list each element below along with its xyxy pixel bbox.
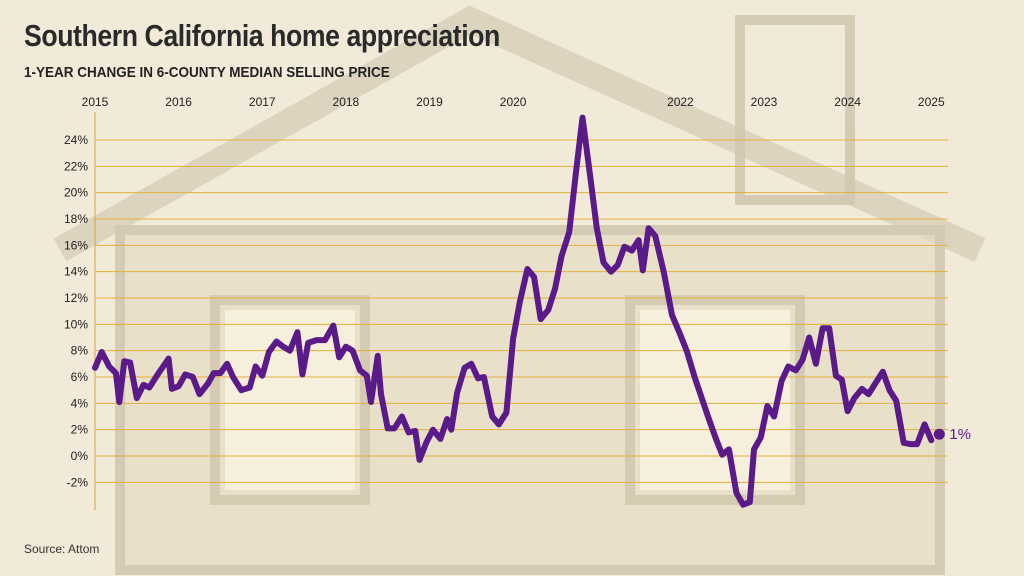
x-tick-label: 2015 <box>82 95 109 109</box>
y-tick-label: 10% <box>64 317 88 331</box>
x-tick-label: 2017 <box>249 95 276 109</box>
chart-title: Southern California home appreciation <box>24 18 500 53</box>
y-tick-label: 6% <box>71 370 89 384</box>
source-note: Source: Attom <box>24 542 100 556</box>
x-tick-label: 2024 <box>834 95 861 109</box>
x-tick-label: 2023 <box>751 95 778 109</box>
x-tick-label: 2020 <box>500 95 527 109</box>
y-tick-label: 22% <box>64 159 88 173</box>
series-line <box>92 114 935 508</box>
series-end-label: 1% <box>949 426 971 443</box>
y-tick-label: 4% <box>71 396 89 410</box>
x-tick-label: 2022 <box>667 95 694 109</box>
y-tick-label: 2% <box>71 423 89 437</box>
y-tick-label: 16% <box>64 238 88 252</box>
y-tick-label: -2% <box>67 475 89 489</box>
y-tick-label: 0% <box>71 449 89 463</box>
y-tick-label: 12% <box>64 291 88 305</box>
x-tick-label: 2018 <box>333 95 360 109</box>
series-end-point <box>933 428 945 440</box>
y-tick-label: 14% <box>64 265 88 279</box>
y-tick-label: 8% <box>71 344 89 358</box>
chart-subtitle: 1-YEAR CHANGE IN 6-COUNTY MEDIAN SELLING… <box>24 64 390 81</box>
y-tick-label: 20% <box>64 186 88 200</box>
y-tick-label: 24% <box>64 133 88 147</box>
x-tick-label: 2019 <box>416 95 443 109</box>
x-tick-label: 2016 <box>165 95 192 109</box>
y-tick-label: 18% <box>64 212 88 226</box>
x-tick-label: 2025 <box>918 95 945 109</box>
